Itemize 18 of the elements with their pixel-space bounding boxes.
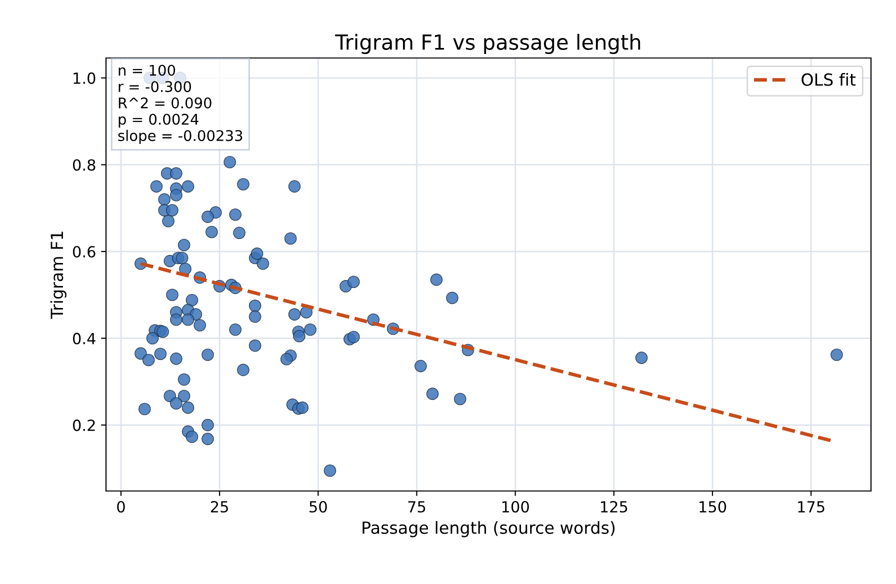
x-tick-label: 0: [117, 500, 125, 513]
y-tick-label: 0.6: [72, 246, 96, 258]
legend-label: OLS fit: [802, 73, 856, 86]
x-tick-label: 100: [502, 500, 529, 513]
chart-title: Trigram F1 vs passage length: [335, 34, 640, 54]
y-tick-label: 0.8: [72, 159, 96, 171]
x-tick-label: 50: [310, 500, 327, 513]
y-axis-title: Trigram F1: [50, 232, 66, 319]
x-axis-title: Passage length (source words): [362, 521, 615, 538]
y-tick-label: 0.2: [72, 420, 95, 432]
y-tick-label: 1.0: [74, 72, 96, 84]
y-tick-label: 0.4: [72, 332, 96, 344]
annotation: n = 100 r = -0.300 R^2 = 0.090 p = 0.0024 slope = -0.00233: [118, 64, 242, 144]
x-tick-label: 175: [798, 501, 824, 513]
x-tick-label: 25: [210, 500, 228, 513]
x-tick-label: 125: [600, 500, 628, 513]
x-tick-label: 75: [408, 501, 426, 513]
x-tick-label: 150: [700, 500, 726, 513]
